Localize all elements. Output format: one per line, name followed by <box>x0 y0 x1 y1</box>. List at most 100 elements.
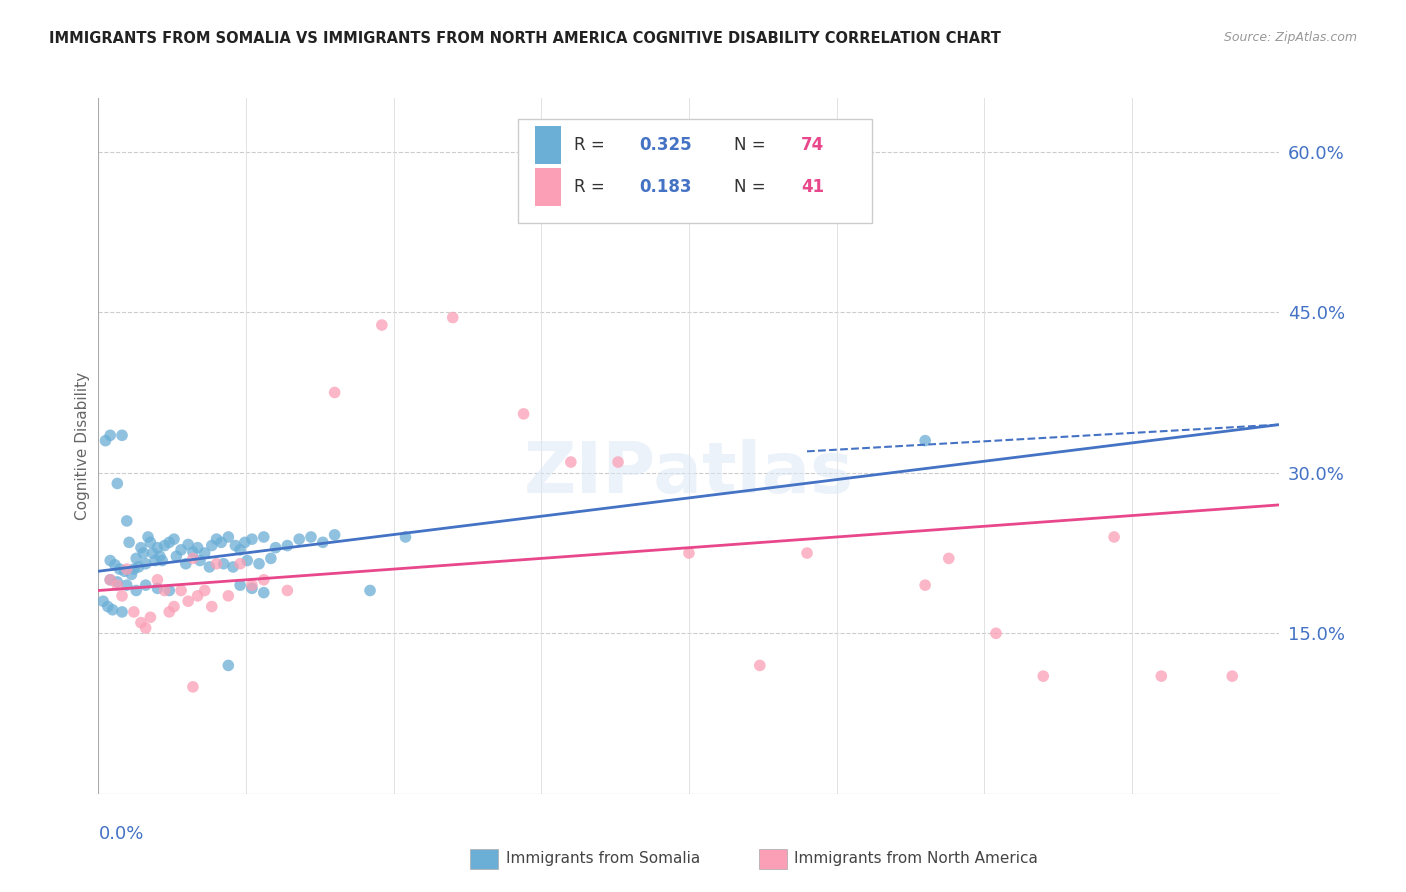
Bar <box>536 126 561 164</box>
Point <box>217 530 239 544</box>
Point <box>1032 669 1054 683</box>
Point <box>217 658 239 673</box>
Y-axis label: Cognitive Disability: Cognitive Disability <box>75 372 90 520</box>
Point <box>135 621 157 635</box>
Point <box>253 573 276 587</box>
Text: N =: N = <box>734 178 770 196</box>
Point <box>153 539 176 553</box>
Point <box>157 535 180 549</box>
Point <box>170 583 193 598</box>
Point <box>146 573 169 587</box>
Text: 41: 41 <box>801 178 824 196</box>
Point <box>560 455 582 469</box>
Point <box>136 530 159 544</box>
Point <box>209 535 232 549</box>
Point <box>240 578 263 592</box>
Point <box>984 626 1007 640</box>
Point <box>143 553 166 567</box>
Point <box>122 605 145 619</box>
Point <box>260 551 283 566</box>
Point <box>105 574 128 589</box>
Point <box>139 610 162 624</box>
Point <box>201 599 224 614</box>
Point <box>1220 669 1243 683</box>
Point <box>149 549 172 564</box>
Point <box>91 594 114 608</box>
Point <box>181 680 204 694</box>
Point <box>101 603 124 617</box>
Point <box>150 553 173 567</box>
Point <box>236 553 259 567</box>
Point <box>98 428 121 442</box>
Point <box>276 539 298 553</box>
Point <box>276 583 298 598</box>
Text: Immigrants from Somalia: Immigrants from Somalia <box>506 851 700 865</box>
Point <box>299 530 322 544</box>
Text: R =: R = <box>575 178 610 196</box>
Point <box>212 557 235 571</box>
Point <box>129 541 152 555</box>
Point <box>201 539 224 553</box>
Point <box>177 594 200 608</box>
Point <box>441 310 464 325</box>
Point <box>153 583 176 598</box>
Point <box>253 585 276 599</box>
Point <box>229 557 252 571</box>
Point <box>194 583 217 598</box>
Point <box>678 546 700 560</box>
Point <box>135 578 157 592</box>
Point <box>170 542 193 557</box>
Point <box>1102 530 1125 544</box>
Point <box>98 573 121 587</box>
Point <box>181 551 204 566</box>
Point <box>121 567 143 582</box>
Point <box>748 658 770 673</box>
Point <box>264 541 287 555</box>
Point <box>135 557 157 571</box>
Point <box>359 583 381 598</box>
Point <box>312 535 335 549</box>
Point <box>112 564 135 578</box>
Point <box>165 549 187 564</box>
Point <box>132 546 155 560</box>
Point <box>125 583 148 598</box>
Point <box>217 589 239 603</box>
Point <box>938 551 960 566</box>
Text: 74: 74 <box>801 136 824 154</box>
Point <box>157 583 180 598</box>
Point <box>105 476 128 491</box>
Point <box>607 455 630 469</box>
Point <box>181 545 204 559</box>
Point <box>163 599 186 614</box>
Point <box>188 553 211 567</box>
Point <box>371 318 394 332</box>
Point <box>323 385 346 400</box>
Point <box>240 582 263 596</box>
Point <box>224 539 246 553</box>
Point <box>229 542 252 557</box>
Point <box>98 573 121 587</box>
Point <box>128 560 150 574</box>
Point <box>111 605 134 619</box>
Point <box>512 407 534 421</box>
Point <box>394 530 416 544</box>
Point <box>115 562 138 576</box>
Point <box>108 562 131 576</box>
Point <box>104 558 127 572</box>
Point <box>129 615 152 630</box>
Point <box>94 434 117 448</box>
Point <box>914 578 936 592</box>
Point <box>177 537 200 551</box>
Point <box>174 557 197 571</box>
Point <box>914 434 936 448</box>
Point <box>1150 669 1173 683</box>
Text: 0.325: 0.325 <box>640 136 692 154</box>
Point <box>796 546 818 560</box>
Text: N =: N = <box>734 136 770 154</box>
Point <box>146 582 169 596</box>
Point <box>146 541 169 555</box>
Point <box>142 546 165 560</box>
Point <box>163 532 186 546</box>
Text: IMMIGRANTS FROM SOMALIA VS IMMIGRANTS FROM NORTH AMERICA COGNITIVE DISABILITY CO: IMMIGRANTS FROM SOMALIA VS IMMIGRANTS FR… <box>49 31 1001 46</box>
Point <box>222 560 245 574</box>
